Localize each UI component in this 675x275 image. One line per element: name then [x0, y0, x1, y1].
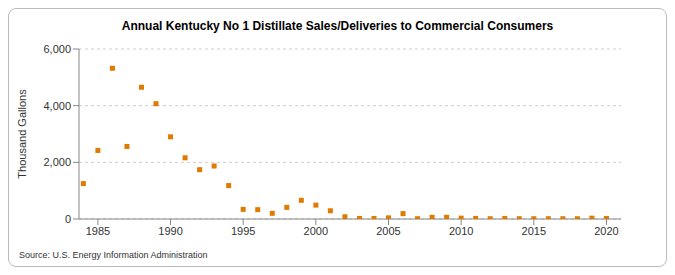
svg-text:2015: 2015	[522, 225, 546, 237]
svg-text:2000: 2000	[304, 225, 328, 237]
svg-text:2020: 2020	[594, 225, 618, 237]
html-text:Annual Kentucky No 1 Distillat: Annual Kentucky No 1 Distillate Sales/De…	[121, 19, 554, 33]
svg-text:4,000: 4,000	[43, 100, 71, 112]
svg-text:2010: 2010	[449, 225, 473, 237]
html-text:Source: U.S. Energy Informatio: Source: U.S. Energy Information Administ…	[19, 250, 208, 260]
svg-text:1990: 1990	[158, 225, 182, 237]
svg-text:1995: 1995	[231, 225, 255, 237]
svg-text:2005: 2005	[376, 225, 400, 237]
svg-text:2,000: 2,000	[43, 156, 71, 168]
svg-text:Thousand Gallons: Thousand Gallons	[16, 89, 28, 179]
svg-text:6,000: 6,000	[43, 43, 71, 55]
svg-text:1985: 1985	[86, 225, 110, 237]
svg-text:0: 0	[65, 213, 71, 225]
